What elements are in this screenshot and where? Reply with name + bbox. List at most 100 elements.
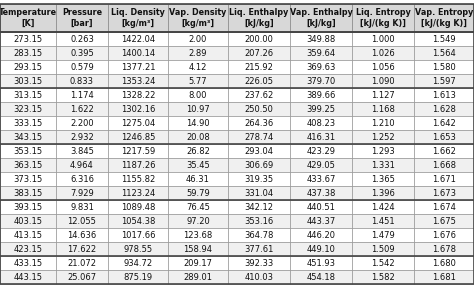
Bar [414, 228, 474, 242]
Bar [0, 270, 56, 284]
Bar [56, 130, 108, 144]
Text: 209.17: 209.17 [183, 259, 212, 268]
Text: 1.653: 1.653 [432, 132, 456, 141]
Text: 1.582: 1.582 [371, 272, 395, 281]
Bar [290, 256, 352, 270]
Text: 1.674: 1.674 [432, 202, 456, 211]
Bar [168, 88, 228, 102]
Text: 1.026: 1.026 [371, 48, 395, 58]
Text: Vap. Entropy
[kJ/(kg K)]: Vap. Entropy [kJ/(kg K)] [415, 8, 473, 28]
Bar [290, 102, 352, 116]
Text: 323.15: 323.15 [13, 105, 43, 113]
Text: 97.20: 97.20 [186, 217, 210, 226]
Text: 237.62: 237.62 [245, 90, 273, 99]
Text: 17.622: 17.622 [67, 245, 97, 253]
Bar [352, 186, 414, 200]
Bar [290, 214, 352, 228]
Bar [352, 228, 414, 242]
Bar [168, 60, 228, 74]
Text: 1.210: 1.210 [371, 118, 395, 128]
Bar [228, 130, 290, 144]
Bar [168, 130, 228, 144]
Bar [290, 228, 352, 242]
Text: 1.509: 1.509 [371, 245, 395, 253]
Bar [168, 158, 228, 172]
Text: 4.964: 4.964 [70, 160, 94, 170]
Text: 123.68: 123.68 [183, 230, 213, 240]
Text: 1.293: 1.293 [371, 147, 395, 156]
Bar [290, 32, 352, 46]
Bar [168, 46, 228, 60]
Text: 413.15: 413.15 [13, 230, 43, 240]
Bar [352, 4, 414, 32]
Bar [290, 116, 352, 130]
Bar [352, 116, 414, 130]
Text: 76.45: 76.45 [186, 202, 210, 211]
Bar [228, 228, 290, 242]
Bar [168, 228, 228, 242]
Bar [0, 74, 56, 88]
Bar [168, 4, 228, 32]
Bar [352, 102, 414, 116]
Text: 349.88: 349.88 [306, 35, 336, 43]
Text: 1.628: 1.628 [432, 105, 456, 113]
Bar [290, 242, 352, 256]
Text: 273.15: 273.15 [13, 35, 43, 43]
Text: 363.15: 363.15 [13, 160, 43, 170]
Bar [290, 200, 352, 214]
Bar [56, 200, 108, 214]
Text: 342.12: 342.12 [245, 202, 273, 211]
Bar [0, 46, 56, 60]
Text: 289.01: 289.01 [183, 272, 212, 281]
Bar [0, 172, 56, 186]
Bar [352, 130, 414, 144]
Text: 1400.14: 1400.14 [121, 48, 155, 58]
Text: 353.15: 353.15 [13, 147, 43, 156]
Bar [108, 46, 168, 60]
Text: 1377.21: 1377.21 [121, 62, 155, 71]
Text: 283.15: 283.15 [13, 48, 43, 58]
Text: 1.000: 1.000 [371, 35, 395, 43]
Bar [56, 256, 108, 270]
Bar [352, 74, 414, 88]
Bar [108, 4, 168, 32]
Text: Pressure
[bar]: Pressure [bar] [62, 8, 102, 28]
Text: 200.00: 200.00 [245, 35, 273, 43]
Text: 392.33: 392.33 [245, 259, 273, 268]
Bar [414, 102, 474, 116]
Bar [108, 60, 168, 74]
Text: 364.78: 364.78 [244, 230, 273, 240]
Bar [228, 88, 290, 102]
Text: 2.89: 2.89 [189, 48, 207, 58]
Text: 4.12: 4.12 [189, 62, 207, 71]
Text: 6.316: 6.316 [70, 175, 94, 183]
Text: 8.00: 8.00 [189, 90, 207, 99]
Text: 14.90: 14.90 [186, 118, 210, 128]
Text: 5.77: 5.77 [189, 77, 207, 86]
Bar [108, 88, 168, 102]
Text: 1.542: 1.542 [371, 259, 395, 268]
Text: 278.74: 278.74 [245, 132, 273, 141]
Text: 9.831: 9.831 [70, 202, 94, 211]
Text: 1.056: 1.056 [371, 62, 395, 71]
Bar [352, 60, 414, 74]
Text: 443.37: 443.37 [306, 217, 336, 226]
Bar [0, 144, 56, 158]
Bar [0, 158, 56, 172]
Bar [56, 46, 108, 60]
Text: 379.70: 379.70 [306, 77, 336, 86]
Text: 207.26: 207.26 [245, 48, 273, 58]
Bar [414, 270, 474, 284]
Bar [414, 186, 474, 200]
Text: 331.04: 331.04 [245, 189, 273, 198]
Text: 1.681: 1.681 [432, 272, 456, 281]
Bar [108, 256, 168, 270]
Text: 978.55: 978.55 [123, 245, 153, 253]
Bar [414, 60, 474, 74]
Text: 0.579: 0.579 [70, 62, 94, 71]
Bar [0, 228, 56, 242]
Text: 1.668: 1.668 [432, 160, 456, 170]
Text: 333.15: 333.15 [13, 118, 43, 128]
Text: 250.50: 250.50 [245, 105, 273, 113]
Bar [56, 158, 108, 172]
